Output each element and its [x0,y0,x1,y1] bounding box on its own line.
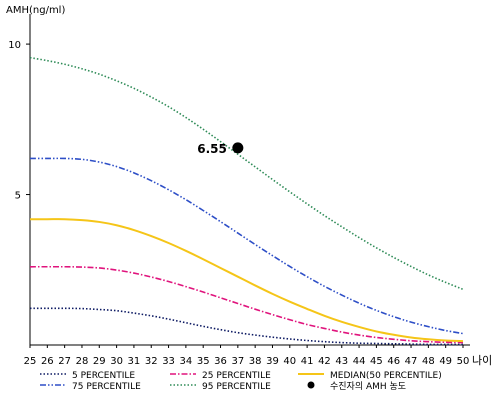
y-tick-label: 10 [8,40,21,51]
x-tick-label: 38 [249,356,262,367]
series-line-75-percentile [29,157,464,335]
patient-amh-value-label: 6.55 [197,142,227,156]
y-axis-label: AMH(ng/ml) [6,5,65,16]
patient-amh-point [232,142,244,154]
x-tick-label: 49 [439,356,452,367]
x-tick-label: 40 [283,356,296,367]
x-tick-label: 48 [422,356,435,367]
x-tick-label: 28 [76,356,89,367]
x-tick-label: 45 [370,356,383,367]
x-tick-label: 32 [145,356,158,367]
x-tick-label: 42 [318,356,331,367]
x-tick-label: 43 [335,356,348,367]
x-tick-label: 39 [266,356,279,367]
y-ticks: 5 10 [8,40,30,202]
chart-legend: 5 PERCENTILE 25 PERCENTILE MEDIAN(50 PERCE… [40,371,442,392]
x-tick-label: 34 [180,356,193,367]
x-tick-label: 33 [162,356,175,367]
series-line-25-percentile [29,265,464,344]
series-line-5-percentile [29,307,463,346]
x-axis-label: 나이 [472,354,492,367]
x-tick-label: 44 [353,356,366,367]
x-tick-label: 47 [405,356,418,367]
x-tick-label: 29 [93,356,106,367]
x-tick-label: 41 [301,356,314,367]
x-tick-label: 35 [197,356,210,367]
x-tick-label: 50 [457,356,470,367]
x-tick-label: 36 [214,356,227,367]
x-tick-label: 25 [24,356,37,367]
chart-axes: AMH(ng/ml) 나이 [6,5,492,367]
legend-label: 수진자의 AMH 농도 [330,381,406,392]
legend-label: 95 PERCENTILE [202,382,271,392]
patient-marker-layer: 6.55 [197,142,244,156]
legend-marker-swatch [307,381,315,389]
x-tick-label: 37 [231,356,244,367]
x-tick-label: 31 [128,356,141,367]
x-tick-label: 27 [58,356,71,367]
series-line-median-50-percentile [29,218,464,343]
legend-label: 75 PERCENTILE [72,382,141,392]
y-tick-label: 5 [15,191,21,202]
x-tick-label: 30 [110,356,123,367]
x-ticks: 25 26 27 28 29 30 31 32 33 34 35 36 37 38 39 40 41 42 43 44… [24,345,470,367]
legend-label: 25 PERCENTILE [202,371,271,381]
x-tick-label: 26 [41,356,54,367]
x-tick-label: 46 [387,356,400,367]
legend-label: MEDIAN(50 PERCENTILE) [330,371,442,381]
percentile-lines [29,56,464,346]
legend-label: 5 PERCENTILE [72,371,135,381]
series-line-95-percentile [29,56,464,291]
